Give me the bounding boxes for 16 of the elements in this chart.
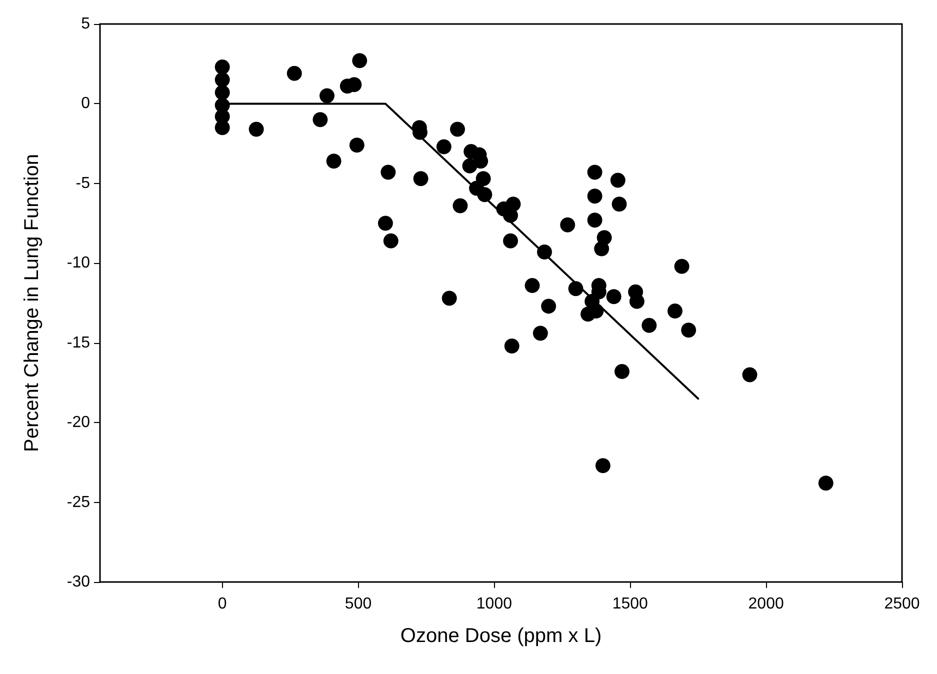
y-tick-label: -15: [66, 334, 90, 352]
y-tick-label: 0: [81, 95, 90, 112]
y-tick-label: -10: [66, 254, 90, 272]
x-tick-label: 1500: [612, 596, 648, 612]
y-axis-title: Percent Change in Lung Function: [21, 154, 43, 452]
x-tick-label: 500: [344, 596, 372, 612]
y-tick-label: -25: [66, 494, 90, 511]
x-tick-label: 2000: [748, 596, 784, 612]
y-tick-label: 5: [81, 16, 90, 32]
x-axis-title: Ozone Dose (ppm x L): [400, 625, 602, 647]
y-tick-label: -5: [76, 174, 90, 192]
x-tick-label: 2500: [884, 596, 920, 612]
y-tick-label: -20: [66, 414, 90, 432]
x-tick-label: 1000: [476, 596, 512, 612]
y-tick-label: -30: [66, 574, 90, 590]
x-tick-label: 0: [218, 596, 227, 612]
